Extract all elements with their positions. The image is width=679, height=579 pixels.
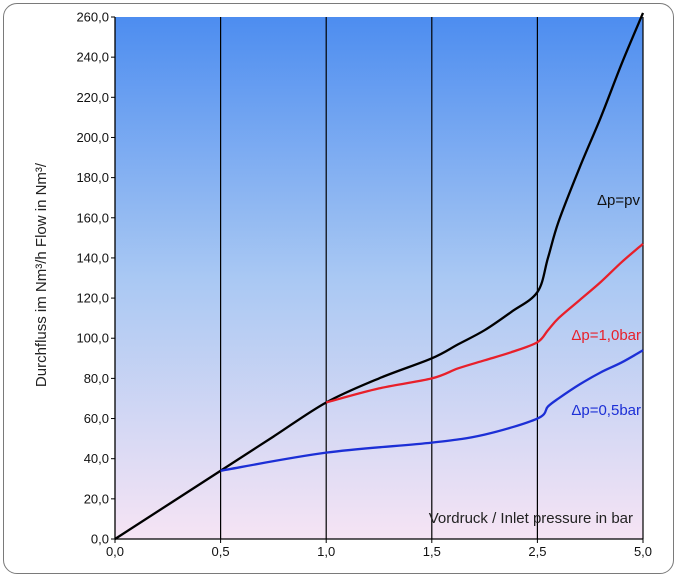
x-tick-label: 5,0: [634, 544, 652, 559]
y-tick-label: 60,0: [84, 411, 109, 426]
x-tick-label: 2,5: [528, 544, 546, 559]
y-tick-label: 40,0: [84, 451, 109, 466]
y-tick-label: 180,0: [76, 170, 109, 185]
y-tick-label: 0,0: [91, 532, 109, 547]
y-tick-label: 140,0: [76, 250, 109, 265]
x-tick-label: 0,0: [106, 544, 124, 559]
x-tick-label: 0,5: [212, 544, 230, 559]
y-tick-label: 100,0: [76, 331, 109, 346]
x-tick-label: 1,5: [423, 544, 441, 559]
series-dp-pv-line: [114, 12, 645, 540]
series-dp-1-0bar-line: [325, 242, 644, 404]
series-dp-0-5bar-label: Δp=0,5bar: [571, 402, 641, 419]
y-axis-title: Durchfluss im Nm³/h Flow in Nm³/: [33, 162, 50, 387]
plot-area: [115, 17, 643, 539]
y-tick-label: 120,0: [76, 291, 109, 306]
series-dp-1-0bar-label: Δp=1,0bar: [571, 327, 641, 344]
x-axis-title: Vordruck / Inlet pressure in bar: [429, 510, 633, 527]
y-tick-label: 260,0: [76, 10, 109, 25]
y-tick-label: 220,0: [76, 90, 109, 105]
y-tick-label: 200,0: [76, 130, 109, 145]
y-tick-label: 80,0: [84, 371, 109, 386]
series-dp-pv-label: Δp=pv: [597, 192, 640, 209]
y-tick-label: 240,0: [76, 50, 109, 65]
y-tick-label: 20,0: [84, 491, 109, 506]
x-tick-label: 1,0: [317, 544, 335, 559]
y-tick-label: 160,0: [76, 210, 109, 225]
series-dp-0-5bar-line: [220, 349, 644, 472]
